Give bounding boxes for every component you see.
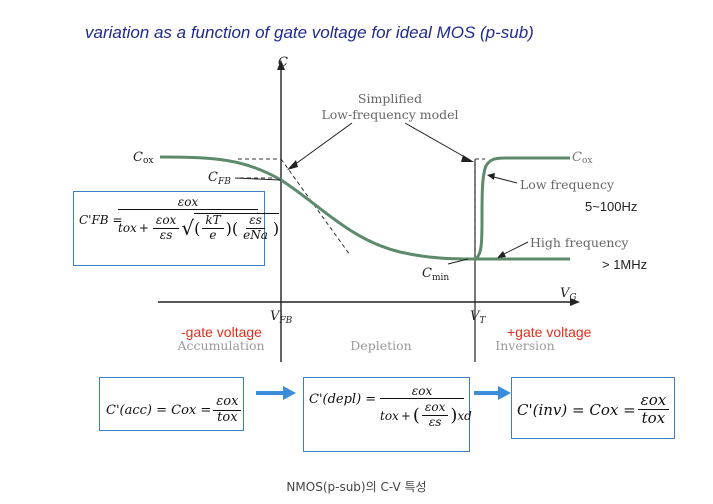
x-axis-label: VG xyxy=(560,286,577,303)
cox-left-label: Cox xyxy=(133,150,153,166)
cfb-denominator: tox + εox εs √ (kT e) (εs eNa) xyxy=(118,212,280,243)
high-freq-range: > 1MHz xyxy=(602,257,648,272)
cv-curve-main xyxy=(159,155,476,261)
cmin-pointer xyxy=(447,258,469,265)
low-freq-range: 5~100Hz xyxy=(585,199,638,214)
vfb-label: VFB xyxy=(270,309,293,326)
low-freq-arrowhead xyxy=(487,173,495,180)
page-title: variation as a function of gate voltage … xyxy=(85,23,534,42)
cv-curve-low-freq xyxy=(474,156,570,261)
y-axis-arrow xyxy=(277,60,285,70)
vt-label: VT xyxy=(470,309,486,326)
inv-formula: C'(inv) = Cox = εox tox xyxy=(517,391,671,428)
cfb-tox: tox xyxy=(118,221,137,236)
region-inversion: Inversion xyxy=(495,338,554,353)
cfb-label: CFB xyxy=(208,170,231,187)
simplified-label-2: Low-frequency model xyxy=(321,107,458,122)
cmin-label: Cmin xyxy=(422,266,449,283)
cfb-eps-ratio: εox εs xyxy=(152,213,180,243)
figure-caption: NMOS(p-sub)의 C-V 특성 xyxy=(286,480,427,494)
depl-formula-box: C'(depl) = εox tox + (εox εs) xd xyxy=(303,377,472,452)
depl-formula-lhs: C'(depl) = xyxy=(309,392,377,407)
simplified-arrowhead-left xyxy=(287,160,298,170)
cfb-eps-na-ratio: εs eNa xyxy=(243,213,268,243)
neg-gate-voltage: -gate voltage xyxy=(181,324,262,340)
high-freq-label: High frequency xyxy=(530,235,629,250)
flow-arrowhead-1 xyxy=(283,386,296,400)
inv-formula-box: C'(inv) = Cox = εox tox xyxy=(511,377,675,439)
cfb-formula-rhs: εox tox + εox εs √ (kT e) (εs eNa) xyxy=(118,195,280,243)
cfb-numerator: εox xyxy=(118,195,258,211)
cfb-formula-lhs: C'FB = xyxy=(79,213,123,227)
simplified-label-1: Simplified xyxy=(358,91,422,106)
high-freq-arrowhead xyxy=(497,251,506,258)
x-axis-arrow xyxy=(570,298,580,306)
acc-formula-box: C'(acc) = Cox = εox tox xyxy=(99,377,244,431)
low-freq-label: Low frequency xyxy=(520,177,615,192)
flow-arrowhead-2 xyxy=(498,386,511,400)
region-accumulation: Accumulation xyxy=(176,338,264,353)
pos-gate-voltage: +gate voltage xyxy=(507,324,592,340)
cfb-pointer xyxy=(234,177,282,181)
cfb-formula-box: C'FB = εox tox + εox εs √ (kT e) (εs eNa) xyxy=(73,191,280,266)
high-freq-pointer xyxy=(499,241,529,257)
low-freq-pointer xyxy=(489,175,518,184)
acc-formula: C'(acc) = Cox = εox tox xyxy=(106,394,243,426)
simplified-arrow-left xyxy=(289,122,353,169)
depl-formula-rhs: εox tox + (εox εs) xd xyxy=(380,384,472,430)
simplified-arrowhead-right xyxy=(461,155,474,162)
cox-right-label: Cox xyxy=(572,150,592,166)
simplified-arrow-right xyxy=(404,122,471,161)
cfb-kt-ratio: kT e xyxy=(202,214,224,243)
y-axis-label: C xyxy=(278,55,288,70)
region-depletion: Depletion xyxy=(350,338,411,353)
